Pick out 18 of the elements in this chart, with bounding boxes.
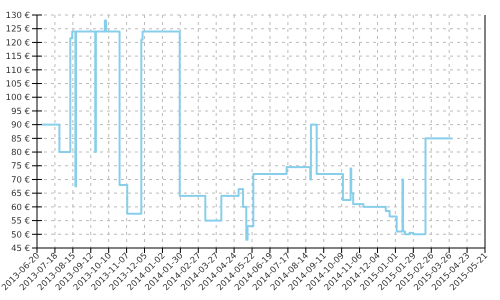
y-tick-label: 65 €: [11, 189, 30, 200]
y-tick-label: 125 €: [6, 24, 30, 35]
y-tick-label: 110 €: [6, 66, 30, 76]
y-tick-label: 130 €: [6, 10, 30, 21]
y-tick-label: 90 €: [11, 120, 30, 131]
y-tick-label: 60 €: [11, 202, 30, 213]
y-tick-label: 100 €: [6, 93, 30, 104]
y-tick-label: 105 €: [6, 80, 30, 90]
y-tick-label: 50 €: [11, 230, 30, 240]
y-tick-label: 80 €: [11, 148, 30, 158]
y-tick-label: 120 €: [6, 38, 30, 48]
y-tick-label: 115 €: [6, 52, 30, 62]
y-tick-label: 45 €: [11, 244, 30, 254]
y-tick-label: 75 €: [11, 162, 30, 172]
y-tick-label: 55 €: [11, 216, 30, 227]
y-tick-label: 70 €: [11, 175, 30, 186]
y-tick-label: 95 €: [11, 106, 30, 117]
y-tick-label: 85 €: [11, 134, 30, 144]
